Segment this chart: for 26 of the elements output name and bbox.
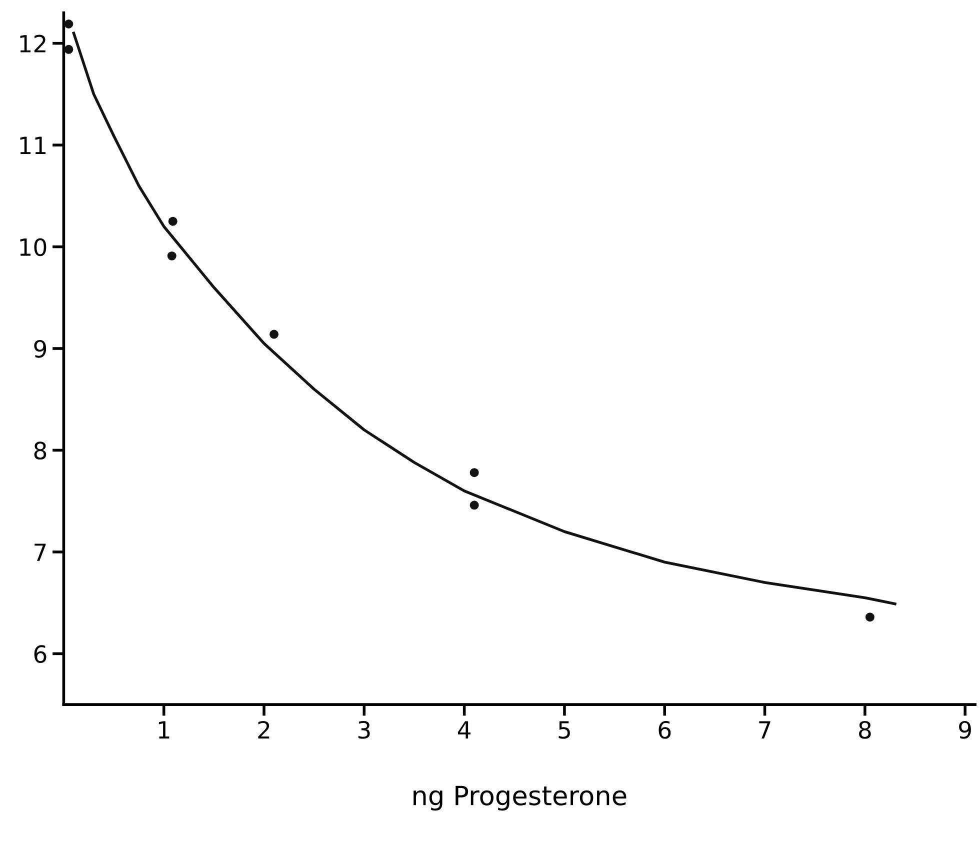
x-tick-label: 6 <box>658 720 671 739</box>
point <box>167 251 176 260</box>
line-series <box>72 32 896 606</box>
x-tick-label: 2 <box>258 720 270 738</box>
y-tick-label: 11 <box>20 136 46 154</box>
x-tick-label: 7 <box>759 721 770 738</box>
y-tick-label: 8 <box>34 442 46 460</box>
x-tick-label: 8 <box>859 720 871 739</box>
y-tick-label: 12 <box>20 34 46 52</box>
point <box>470 500 479 510</box>
y-tick-label: 10 <box>20 238 46 256</box>
x-tick-label: 9 <box>959 720 971 739</box>
point <box>270 330 279 339</box>
point <box>865 612 874 622</box>
point <box>64 44 74 54</box>
point <box>64 20 74 28</box>
y-tick-label: 7 <box>34 544 46 561</box>
x-tick-label: 5 <box>558 721 570 739</box>
point <box>168 216 178 226</box>
y-tick-label: 6 <box>34 645 46 663</box>
x-tick-label: 1 <box>158 721 170 738</box>
x-tick-label: 4 <box>458 721 470 738</box>
point <box>470 468 479 478</box>
x-axis-title: ng Progesterone <box>414 786 626 811</box>
x-tick-label: 3 <box>358 720 370 739</box>
y-tick-label: 9 <box>34 340 46 358</box>
